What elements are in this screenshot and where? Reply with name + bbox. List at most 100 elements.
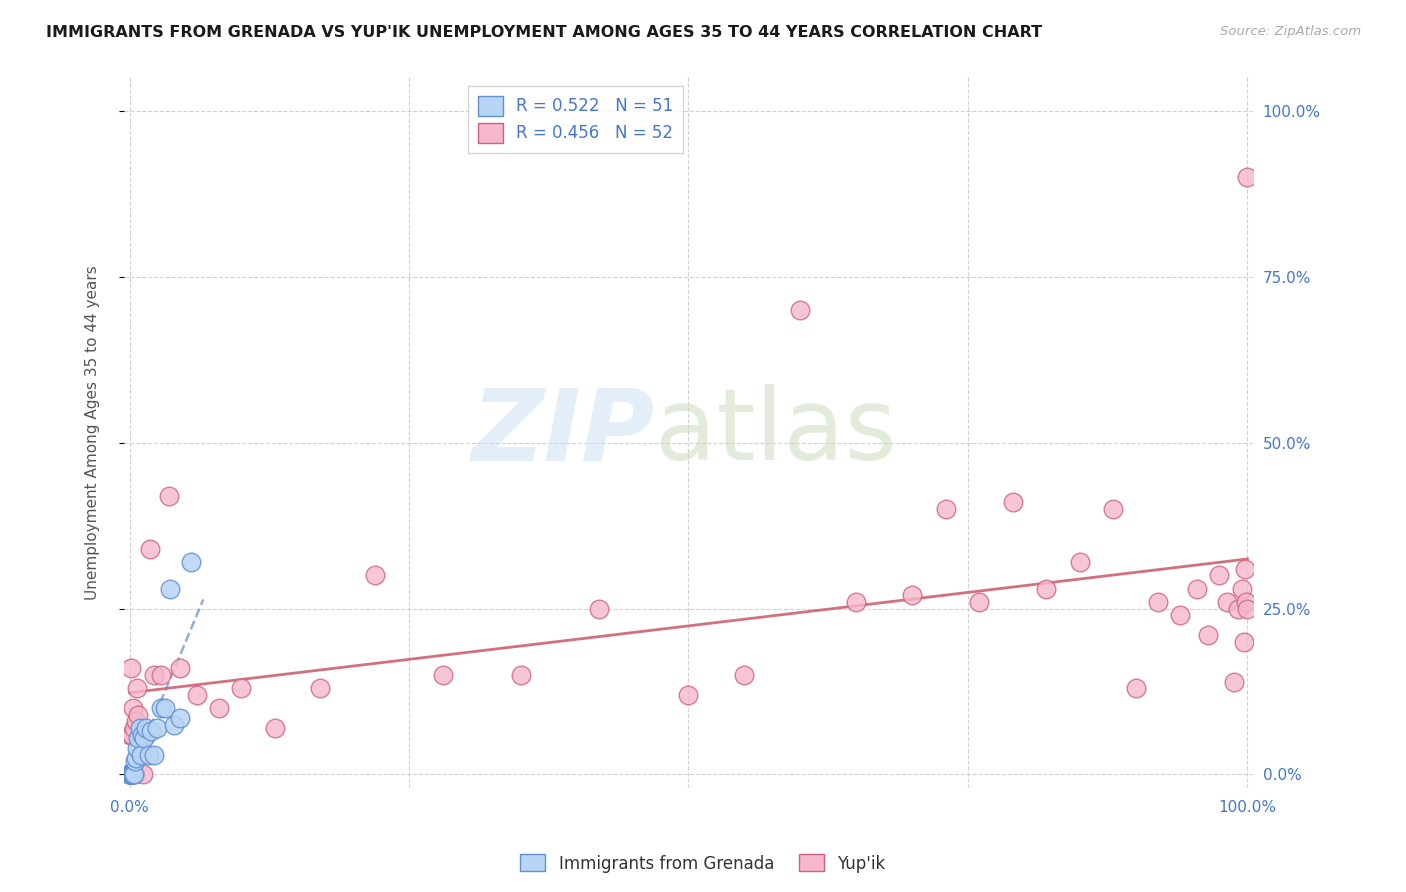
Point [169, 711, 191, 725]
Point [125, 714, 148, 729]
Point [118, 767, 141, 781]
Text: Source: ZipAtlas.com: Source: ZipAtlas.com [1220, 25, 1361, 38]
Point [180, 555, 202, 569]
Point [149, 668, 172, 682]
Point [143, 668, 166, 682]
Point [1125, 681, 1147, 695]
Point [132, 767, 155, 781]
Point [159, 582, 181, 596]
Point [1168, 608, 1191, 623]
Point [121, 767, 143, 781]
Point [118, 767, 141, 781]
Point [120, 767, 142, 781]
Point [845, 595, 868, 609]
Point [263, 721, 285, 735]
Point [1223, 674, 1246, 689]
Point [121, 767, 143, 781]
Point [1236, 169, 1258, 184]
Point [1147, 595, 1170, 609]
Point [967, 595, 990, 609]
Legend: R = 0.522   N = 51, R = 0.456   N = 52: R = 0.522 N = 51, R = 0.456 N = 52 [468, 86, 683, 153]
Point [157, 489, 180, 503]
Legend: Immigrants from Grenada, Yup'ik: Immigrants from Grenada, Yup'ik [513, 847, 893, 880]
Point [121, 767, 143, 781]
Point [118, 767, 141, 781]
Point [125, 751, 148, 765]
Point [308, 681, 330, 695]
Point [678, 688, 700, 702]
Point [733, 668, 755, 682]
Point [131, 728, 153, 742]
Point [432, 668, 454, 682]
Point [118, 767, 141, 781]
Point [138, 747, 160, 762]
Point [118, 767, 141, 781]
Point [118, 767, 141, 781]
Point [208, 701, 231, 715]
Point [127, 740, 149, 755]
Text: atlas: atlas [655, 384, 896, 481]
Point [1233, 634, 1256, 648]
Point [120, 767, 142, 781]
Point [364, 568, 387, 582]
Point [135, 728, 157, 742]
Point [1001, 495, 1024, 509]
Point [1197, 628, 1219, 642]
Point [118, 767, 141, 781]
Point [118, 767, 141, 781]
Point [143, 747, 166, 762]
Point [124, 754, 146, 768]
Point [120, 767, 142, 781]
Point [138, 541, 160, 556]
Point [122, 721, 145, 735]
Point [129, 728, 152, 742]
Point [120, 728, 142, 742]
Point [120, 767, 142, 781]
Point [588, 601, 610, 615]
Point [935, 502, 957, 516]
Point [1185, 582, 1208, 596]
Point [231, 681, 253, 695]
Point [118, 767, 141, 781]
Point [118, 767, 141, 781]
Point [149, 701, 172, 715]
Point [127, 681, 149, 695]
Point [146, 721, 169, 735]
Point [1234, 595, 1257, 609]
Point [118, 767, 141, 781]
Point [1227, 601, 1250, 615]
Point [121, 728, 143, 742]
Text: IMMIGRANTS FROM GRENADA VS YUP'IK UNEMPLOYMENT AMONG AGES 35 TO 44 YEARS CORRELA: IMMIGRANTS FROM GRENADA VS YUP'IK UNEMPL… [46, 25, 1042, 40]
Point [901, 588, 924, 602]
Point [120, 661, 142, 675]
Point [139, 724, 162, 739]
Point [121, 701, 143, 715]
Point [1216, 595, 1239, 609]
Point [163, 717, 186, 731]
Point [118, 767, 141, 781]
Point [135, 721, 157, 735]
Point [1230, 582, 1253, 596]
Point [1035, 582, 1057, 596]
Point [127, 731, 149, 745]
Y-axis label: Unemployment Among Ages 35 to 44 years: Unemployment Among Ages 35 to 44 years [86, 265, 100, 600]
Point [155, 701, 177, 715]
Point [121, 767, 143, 781]
Point [509, 668, 531, 682]
Point [169, 661, 191, 675]
Point [122, 767, 145, 781]
Point [1069, 555, 1091, 569]
Point [128, 721, 150, 735]
Point [118, 767, 141, 781]
Point [1234, 562, 1257, 576]
Point [120, 767, 142, 781]
Point [127, 707, 149, 722]
Point [118, 767, 141, 781]
Point [118, 767, 141, 781]
Point [129, 747, 152, 762]
Point [1208, 568, 1230, 582]
Point [120, 767, 142, 781]
Point [132, 731, 155, 745]
Point [1102, 502, 1125, 516]
Point [789, 302, 811, 317]
